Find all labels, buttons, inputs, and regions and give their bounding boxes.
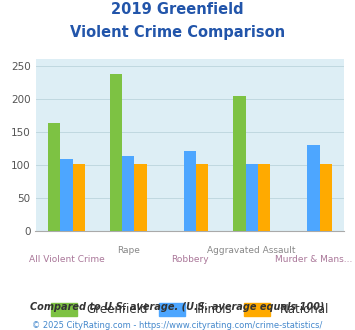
Bar: [320, 164, 332, 231]
Text: 2019 Greenfield: 2019 Greenfield: [111, 2, 244, 16]
Bar: [48, 123, 60, 231]
Text: All Violent Crime: All Violent Crime: [28, 255, 104, 264]
Text: © 2025 CityRating.com - https://www.cityrating.com/crime-statistics/: © 2025 CityRating.com - https://www.city…: [32, 321, 323, 330]
Bar: [196, 164, 208, 231]
Bar: [134, 164, 147, 231]
Text: Robbery: Robbery: [171, 255, 209, 264]
Bar: [246, 164, 258, 231]
Text: Violent Crime Comparison: Violent Crime Comparison: [70, 25, 285, 40]
Bar: [72, 164, 85, 231]
Text: Compared to U.S. average. (U.S. average equals 100): Compared to U.S. average. (U.S. average …: [30, 302, 325, 312]
Bar: [110, 74, 122, 231]
Bar: [60, 159, 72, 231]
Bar: [233, 96, 246, 231]
Bar: [184, 151, 196, 231]
Text: Aggravated Assault: Aggravated Assault: [207, 246, 296, 254]
Text: Rape: Rape: [117, 246, 140, 254]
Text: Murder & Mans...: Murder & Mans...: [275, 255, 352, 264]
Bar: [307, 145, 320, 231]
Legend: Greenfield, Illinois, National: Greenfield, Illinois, National: [46, 299, 334, 321]
Bar: [122, 156, 134, 231]
Bar: [258, 164, 270, 231]
